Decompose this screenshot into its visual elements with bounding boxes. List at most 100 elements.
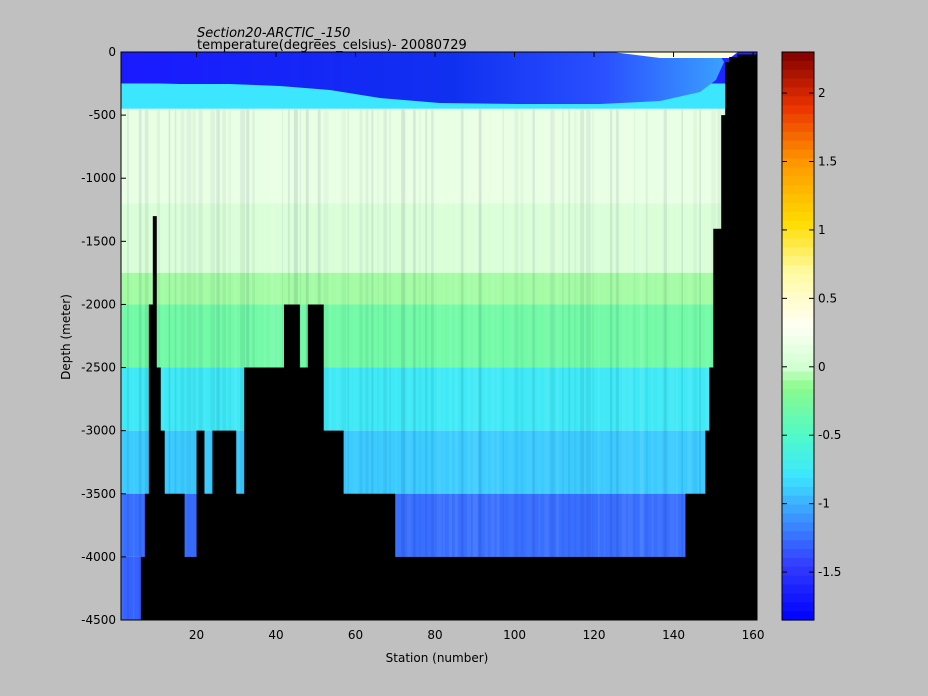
colorbar-segment xyxy=(782,78,814,89)
surface-warm-patch xyxy=(612,52,738,58)
texture-streak xyxy=(347,108,349,620)
texture-streak xyxy=(234,108,237,620)
colorbar-segment xyxy=(782,131,814,142)
colorbar-segment xyxy=(782,52,814,62)
colorbar-segment xyxy=(782,504,814,515)
x-tick-label: 40 xyxy=(268,628,283,642)
texture-streak xyxy=(663,108,667,620)
texture-streak xyxy=(508,108,514,620)
colorbar-segment xyxy=(782,415,814,426)
texture-streak xyxy=(162,108,164,620)
texture-streak xyxy=(144,108,149,620)
colorbar-segment xyxy=(782,300,814,310)
texture-streak xyxy=(174,108,177,620)
colorbar-segment xyxy=(782,557,814,568)
texture-streak xyxy=(401,108,406,620)
colorbar-segment xyxy=(782,593,814,603)
colorbar-tick-label: -1 xyxy=(818,497,830,511)
colorbar-segment xyxy=(782,398,814,408)
colorbar-segment xyxy=(782,433,814,444)
colorbar-segment xyxy=(782,380,814,390)
x-axis: 20 40 60 80 100 120 140 160 xyxy=(189,52,765,642)
colorbar-segment xyxy=(782,309,814,319)
depth-layer-2 xyxy=(121,108,757,204)
colorbar-segment xyxy=(782,291,814,302)
depth-layer-5 xyxy=(121,304,757,368)
texture-streak xyxy=(466,108,471,620)
texture-streak xyxy=(186,108,192,620)
texture-streak xyxy=(389,108,391,620)
colorbar-tick-label: 0 xyxy=(818,360,826,374)
texture-streak xyxy=(580,108,585,620)
colorbar-tick-label: -0.5 xyxy=(818,428,841,442)
texture-streak xyxy=(705,108,710,620)
texture-streak xyxy=(484,108,488,620)
texture-streak xyxy=(681,108,683,620)
texture-streak xyxy=(359,108,363,620)
texture-streak xyxy=(550,108,555,620)
colorbar-segment xyxy=(782,69,814,80)
texture-streak xyxy=(675,108,678,620)
colorbar-segment xyxy=(782,149,814,160)
texture-streak xyxy=(657,108,662,620)
texture-streak xyxy=(454,108,458,620)
texture-streak xyxy=(437,108,442,620)
y-tick-label: -1500 xyxy=(81,234,116,248)
texture-streak xyxy=(252,108,255,620)
colorbar-segment xyxy=(782,327,814,337)
colorbar-frame xyxy=(781,51,815,621)
colorbar-segment xyxy=(782,202,814,213)
texture-streak xyxy=(192,108,196,620)
y-tick-label: -3500 xyxy=(81,487,116,501)
texture-streak xyxy=(598,108,600,620)
colorbar-segment xyxy=(782,424,814,435)
x-axis-label: Station (number) xyxy=(386,651,489,665)
texture-streak xyxy=(496,108,500,620)
texture-streak xyxy=(634,109,635,620)
texture-streak xyxy=(472,108,478,620)
texture-streak xyxy=(299,108,301,620)
texture-streak xyxy=(353,108,358,620)
texture-streak xyxy=(592,109,594,620)
texture-streak xyxy=(270,108,275,620)
texture-streak xyxy=(568,108,571,620)
texture-streak xyxy=(544,108,549,620)
texture-streak xyxy=(615,108,619,620)
colorbar-segment xyxy=(782,575,814,586)
texture-streak xyxy=(407,108,412,620)
texture-streak xyxy=(651,108,654,620)
texture-streak xyxy=(574,109,576,620)
colorbar-tick-label: -1.5 xyxy=(818,565,841,579)
texture-streak xyxy=(556,108,559,620)
colorbar-segment xyxy=(782,362,814,373)
colorbar-segment xyxy=(782,486,814,497)
colorbar-segment xyxy=(782,140,814,151)
colorbar-tick-label: 0.5 xyxy=(818,291,837,305)
colorbar-segment xyxy=(782,451,814,461)
colorbar: 2 1.5 1 0.5 0 -0.5 -1 -1.5 xyxy=(781,51,841,621)
texture-streak xyxy=(222,108,226,620)
texture-streak xyxy=(425,108,428,620)
texture-streak xyxy=(413,108,416,620)
colorbar-segment xyxy=(782,114,814,124)
texture-streak xyxy=(329,108,332,620)
colorbar-segment xyxy=(782,60,814,71)
colorbar-segment xyxy=(782,123,814,133)
colorbar-segment xyxy=(782,282,814,293)
colorbar-segment xyxy=(782,522,814,532)
colorbar-segment xyxy=(782,336,814,346)
colorbar-segment xyxy=(782,540,814,550)
texture-streak xyxy=(126,108,129,620)
seafloor-mask xyxy=(121,54,757,620)
colorbar-segment xyxy=(782,549,814,559)
colorbar-segment xyxy=(782,273,814,284)
texture-streak xyxy=(669,108,675,620)
texture-streak xyxy=(639,108,644,620)
texture-streak xyxy=(246,108,250,620)
texture-streak xyxy=(621,108,627,620)
x-tick-label: 160 xyxy=(742,628,765,642)
texture-streak xyxy=(264,108,267,620)
texture-streak xyxy=(431,108,434,620)
texture-streak xyxy=(168,108,171,620)
texture-streak xyxy=(645,108,648,620)
